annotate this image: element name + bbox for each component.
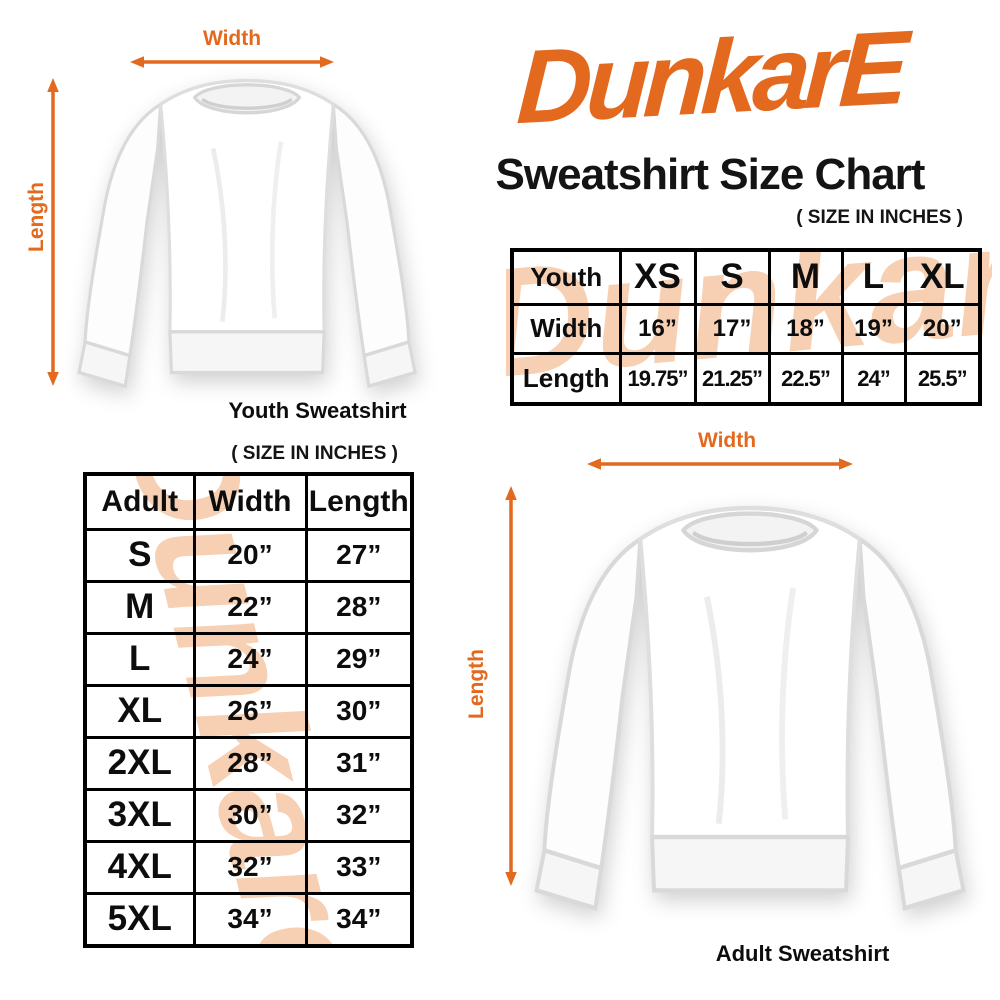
page-title: Sweatshirt Size Chart [495,150,926,199]
table-header-cell: XS [618,248,697,306]
row-label-cell: 5XL [83,891,196,948]
table-cell: 32” [304,787,414,843]
table-cell: 22” [192,579,308,635]
table-cell: 19” [840,302,907,356]
table-cell: 21.25” [693,352,771,406]
adult-width-label: Width [697,429,757,452]
brand-logo: DunkarE [514,9,906,147]
table-row: M 22” 28” [83,579,414,635]
row-label-cell: XL [83,683,196,739]
adult-length-arrow-icon [505,486,517,886]
table-row: XL 26” 30” [83,683,414,739]
size-units-note: ( SIZE IN INCHES ) [231,443,398,464]
table-cell: 18” [767,302,844,356]
youth-length-arrow-icon [47,78,59,386]
youth-table-header-row: Youth XS S M L XL [510,248,982,306]
row-label-cell: L [83,631,196,687]
table-cell: 29” [304,631,414,687]
adult-width-arrow-icon [587,458,853,470]
table-cell: 26” [192,683,308,739]
youth-width-arrow-icon [130,56,334,68]
table-header-cell: XL [903,248,982,306]
table-row: 5XL 34” 34” [83,891,414,948]
table-cell: 19.75” [618,352,697,406]
row-label-cell: S [83,527,196,583]
table-row: 2XL 28” 31” [83,735,414,791]
table-row: 3XL 30” 32” [83,787,414,843]
adult-table-header-row: Adult Width Length [83,472,414,531]
row-label-cell: Length [510,352,622,406]
table-cell: 24” [192,631,308,687]
table-cell: 33” [304,839,414,895]
table-cell: 20” [192,527,308,583]
table-cell: 25.5” [903,352,982,406]
table-cell: 31” [304,735,414,791]
table-cell: 16” [618,302,697,356]
row-label-cell: 4XL [83,839,196,895]
youth-length-row: Length 19.75” 21.25” 22.5” 24” 25.5” [510,352,982,406]
adult-sweatshirt-image [515,468,985,946]
table-cell: 17” [693,302,771,356]
adult-length-label: Length [465,649,488,719]
table-header-cell: Width [192,472,308,531]
row-label-cell: 3XL [83,787,196,843]
table-cell: 30” [192,787,308,843]
youth-width-row: Width 16” 17” 18” 19” 20” [510,302,982,356]
table-cell: 28” [304,579,414,635]
table-header-cell: Youth [510,248,622,306]
youth-figure-caption: Youth Sweatshirt [228,398,407,423]
table-header-cell: Adult [83,472,196,531]
table-cell: 34” [304,891,414,948]
table-header-cell: S [693,248,771,306]
youth-size-table: Youth XS S M L XL Width 16” 17” 18” 19” … [510,248,982,406]
table-cell: 27” [304,527,414,583]
table-cell: 34” [192,891,308,948]
table-row: S 20” 27” [83,527,414,583]
row-label-cell: Width [510,302,622,356]
table-cell: 22.5” [767,352,844,406]
table-cell: 32” [192,839,308,895]
table-header-cell: L [840,248,907,306]
table-cell: 20” [903,302,982,356]
row-label-cell: 2XL [83,735,196,791]
table-header-cell: Length [304,472,414,531]
table-row: 4XL 32” 33” [83,839,414,895]
table-header-cell: M [767,248,844,306]
table-cell: 24” [840,352,907,406]
table-cell: 28” [192,735,308,791]
youth-sweatshirt-image [62,50,432,415]
table-row: L 24” 29” [83,631,414,687]
row-label-cell: M [83,579,196,635]
youth-width-label: Width [202,27,262,50]
size-units-note: ( SIZE IN INCHES ) [796,207,963,228]
table-cell: 30” [304,683,414,739]
adult-size-table: Adult Width Length S 20” 27” M 22” 28” L… [83,472,414,948]
adult-figure-caption: Adult Sweatshirt [715,941,890,966]
